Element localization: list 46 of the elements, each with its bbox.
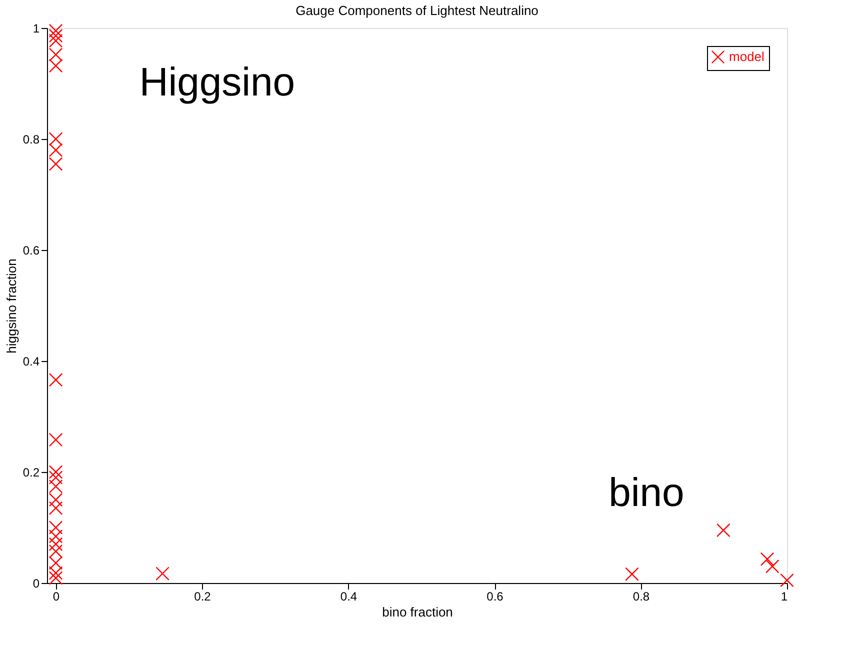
point (48, 58, 63, 73)
point (48, 571, 63, 585)
point (716, 523, 730, 538)
y-tick-label: 1 (32, 22, 40, 36)
point (156, 566, 170, 580)
point (48, 34, 63, 48)
point (48, 480, 63, 494)
point (48, 501, 63, 515)
y-axis-title: higgsino fraction (4, 258, 19, 354)
x-tick-label: 0.4 (340, 590, 358, 604)
point (48, 28, 63, 43)
point (48, 566, 63, 580)
y-tick-label: 0.4 (22, 354, 40, 368)
point (48, 556, 63, 570)
y-tick-label: 0.2 (22, 466, 40, 480)
point (48, 470, 63, 484)
point (48, 372, 63, 387)
x-tick-label: 0.2 (194, 590, 212, 604)
point (48, 132, 63, 146)
x-tick-label: 1 (780, 590, 788, 604)
point (48, 537, 63, 552)
annotation: bino (608, 471, 684, 516)
point (780, 573, 794, 588)
point (48, 544, 63, 558)
point (48, 143, 63, 158)
y-tick-label: 0.8 (22, 132, 40, 146)
point (48, 24, 63, 38)
x-tick-label: 0.8 (632, 590, 650, 604)
annotation: Higgsino (139, 60, 296, 104)
point (48, 48, 63, 62)
point (48, 465, 63, 479)
x-tick-label: 0.6 (486, 590, 504, 604)
point (625, 567, 639, 582)
point (48, 432, 63, 447)
point (48, 157, 63, 171)
legend-label: model (729, 49, 765, 64)
y-tick-label: 0 (32, 576, 40, 590)
y-tick-label: 0.6 (22, 244, 40, 258)
x-axis-title: bino fraction (382, 604, 453, 620)
chart-title: Gauge Components of Lightest Neutralino (296, 3, 538, 18)
x-tick-label: 0 (52, 590, 60, 604)
point (48, 492, 63, 507)
point (48, 529, 63, 544)
point (765, 559, 780, 574)
point (760, 552, 774, 566)
point (48, 520, 63, 534)
